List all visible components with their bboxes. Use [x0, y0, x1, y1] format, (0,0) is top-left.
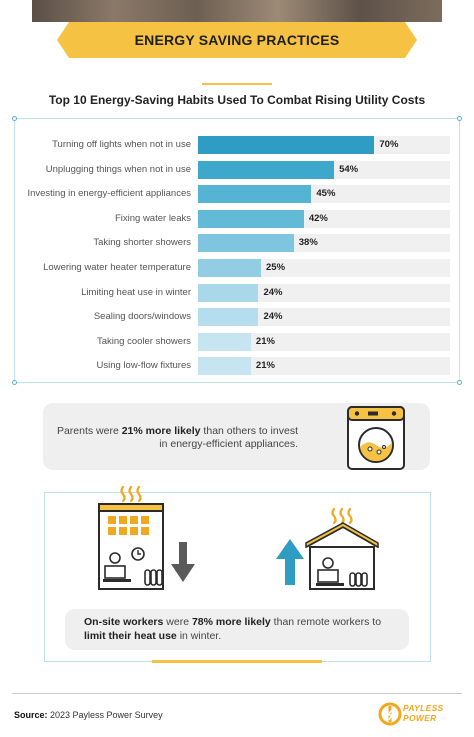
source-line: Source: 2023 Payless Power Survey: [14, 710, 163, 720]
bar: [198, 332, 251, 351]
bar: [198, 308, 259, 327]
heat-waves-icon: [120, 486, 142, 503]
chart-row: Turning off lights when not in use 70%: [15, 136, 461, 154]
bar-track: 54%: [198, 160, 450, 179]
chart-row: Unplugging things when not in use 54%: [15, 160, 461, 179]
bar: [198, 283, 259, 302]
bar-track: 25%: [198, 259, 450, 277]
chart-row: Limiting heat use in winter 24%: [15, 283, 461, 302]
bar: [198, 185, 312, 204]
page-title: ENERGY SAVING PRACTICES: [134, 32, 340, 48]
bar-track: 24%: [198, 308, 450, 327]
banner-dot-right: [418, 37, 424, 43]
chart-row: Taking cooler showers 21%: [15, 332, 461, 351]
bar: [198, 259, 261, 277]
corner-dot: [457, 116, 462, 121]
category-label: Using low-flow fixtures: [96, 360, 192, 372]
bar-track: 42%: [198, 209, 450, 228]
corner-dot: [12, 116, 17, 121]
banner-line-left: [30, 39, 50, 41]
chart-title: Top 10 Energy-Saving Habits Used To Comb…: [48, 93, 426, 107]
bar-chart: Turning off lights when not in use 70% Unp…: [12, 116, 462, 385]
payless-power-logo: [378, 702, 402, 726]
chart-row: Taking shorter showers 38%: [15, 234, 461, 253]
workers-callout-text: On-site workers were 78% more likely tha…: [84, 616, 382, 642]
home-icon: [305, 522, 379, 590]
category-label: Fixing water leaks: [114, 212, 191, 224]
bar-track: 24%: [198, 283, 450, 302]
value-label: 24%: [263, 286, 283, 298]
category-label: Sealing doors/windows: [93, 311, 191, 323]
bar: [198, 160, 335, 179]
category-label: Lowering water heater temperature: [43, 262, 191, 273]
workers-callout: [65, 609, 409, 650]
washing-machine-icon: [347, 406, 405, 470]
section-divider: [152, 660, 322, 663]
chart-row: Using low-flow fixtures 21%: [15, 357, 461, 376]
banner-line-right: [424, 39, 444, 41]
title-rule: [202, 83, 272, 85]
value-label: 24%: [263, 311, 283, 323]
category-label: Limiting heat use in winter: [81, 286, 191, 298]
category-label: Unplugging things when not in use: [45, 163, 191, 175]
chart-row: Investing in energy-efficient appliances…: [15, 185, 461, 204]
footer-divider: [12, 693, 462, 694]
category-label: Taking cooler showers: [97, 335, 191, 347]
bar: [198, 357, 251, 376]
down-arrow-icon: [171, 542, 195, 582]
up-arrow-icon: [276, 539, 304, 585]
value-label: 21%: [255, 360, 275, 372]
value-label: 42%: [308, 212, 328, 224]
heat-waves-icon: [331, 507, 353, 525]
bar-track: 38%: [198, 234, 450, 253]
office-building-scene: [98, 486, 195, 590]
logo-wordmark: PAYLESS POWER: [403, 703, 444, 723]
parents-callout-text: Parents were 21% more likely than others…: [56, 425, 298, 450]
chart-row: Fixing water leaks 42%: [15, 209, 461, 228]
bar-track: 21%: [198, 332, 450, 351]
home-scene: [276, 507, 379, 590]
bar: [198, 209, 304, 228]
chart-row: Lowering water heater temperature 25%: [15, 259, 461, 277]
corner-dot: [12, 380, 17, 385]
bar-track: 21%: [198, 357, 450, 376]
office-building-icon: [98, 503, 164, 590]
header-photo: [32, 0, 442, 22]
bar-track: 70%: [198, 136, 450, 154]
value-label: 25%: [266, 262, 286, 273]
title-banner: ENERGY SAVING PRACTICES: [57, 22, 417, 58]
value-label: 70%: [379, 139, 399, 150]
bar-track: 45%: [198, 185, 450, 204]
value-label: 45%: [316, 188, 336, 200]
category-label: Taking shorter showers: [93, 237, 191, 249]
category-label: Turning off lights when not in use: [52, 139, 191, 150]
banner-dot-left: [50, 37, 56, 43]
corner-dot: [457, 380, 462, 385]
category-label: Investing in energy-efficient appliances: [27, 188, 191, 200]
bar: [198, 136, 375, 154]
value-label: 38%: [298, 237, 318, 249]
bar: [198, 234, 294, 253]
chart-row: Sealing doors/windows 24%: [15, 308, 461, 327]
value-label: 21%: [255, 335, 275, 347]
value-label: 54%: [339, 163, 359, 175]
